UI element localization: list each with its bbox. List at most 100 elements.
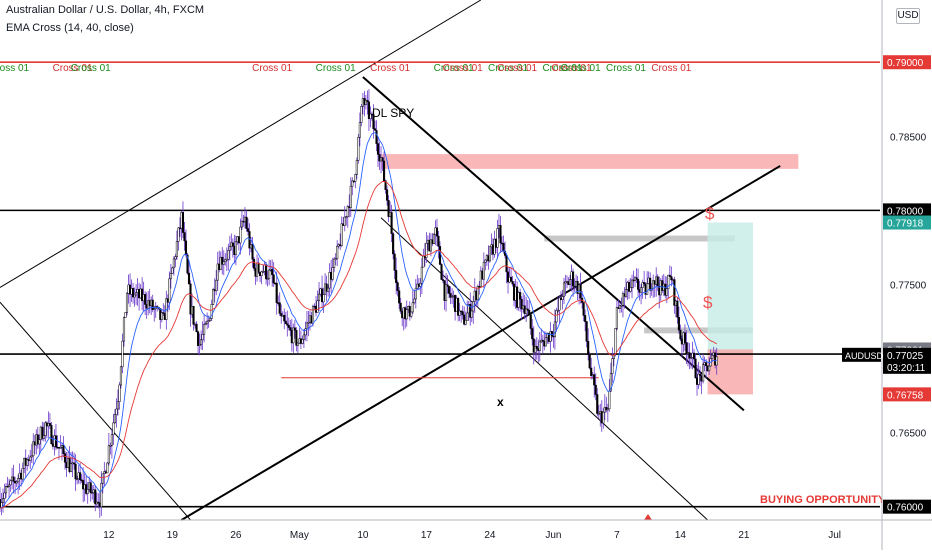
candle-body <box>122 317 126 342</box>
candle-body <box>549 331 552 342</box>
candle-body <box>29 456 32 461</box>
candle-body <box>113 414 116 424</box>
dollar-lower-annotation: $ <box>703 293 713 312</box>
candle-body <box>221 256 224 265</box>
candle-body <box>181 212 185 233</box>
y-tick-label: 0.77500 <box>890 280 927 291</box>
zone-teal-3 <box>707 222 753 355</box>
candle-body <box>410 311 413 317</box>
price-label-box <box>883 55 931 70</box>
candle-body <box>265 264 268 280</box>
candle-body <box>464 320 467 325</box>
y-tick-label: 0.78500 <box>890 132 927 143</box>
candle-body <box>369 113 372 119</box>
candle-body <box>21 467 24 480</box>
price-label-text: 0.76758 <box>887 390 924 401</box>
currency-badge[interactable]: USD <box>896 8 920 24</box>
candle-body <box>174 256 177 260</box>
candle-body <box>240 220 243 228</box>
candle-body <box>667 274 670 290</box>
candle-body <box>177 227 180 242</box>
arrow-up-marker <box>644 514 652 520</box>
candle-body <box>6 485 9 488</box>
x-tick-label: 10 <box>357 530 369 541</box>
candle-body <box>9 480 12 486</box>
candle-body <box>311 305 315 324</box>
x-tick-label: 26 <box>230 530 242 541</box>
candle-body <box>257 262 260 273</box>
candle-body <box>692 352 696 360</box>
x-tick-label: 17 <box>421 530 433 541</box>
candle-body <box>448 286 451 294</box>
candle-body <box>531 328 534 340</box>
candle-body <box>399 302 402 312</box>
candle-body <box>373 128 377 131</box>
candle-body <box>614 328 617 355</box>
x-mark-annotation: x <box>497 395 504 409</box>
candle-body <box>711 355 714 359</box>
candle-body <box>466 312 469 321</box>
candle-body <box>63 453 67 463</box>
candle-body <box>594 384 597 395</box>
x-tick-label: 21 <box>738 530 750 541</box>
candle-body <box>112 422 115 435</box>
candle-body <box>544 337 547 347</box>
price-label-text: 0.76000 <box>887 503 924 514</box>
candle-body <box>532 338 535 353</box>
candle-body <box>59 447 62 449</box>
candle-body <box>354 174 357 182</box>
x-tick-label: 19 <box>167 530 179 541</box>
candle-body <box>429 239 432 252</box>
candle-body <box>390 212 393 234</box>
candle-body <box>115 408 118 415</box>
candle-body <box>641 282 644 288</box>
candle-body <box>210 304 213 319</box>
candle-body <box>187 272 191 285</box>
candle-body <box>558 297 561 311</box>
candle-body <box>630 279 634 288</box>
candle-body <box>195 323 198 332</box>
cross-label-red: Cross 01 <box>370 63 410 74</box>
candle-body <box>437 235 440 247</box>
ema-fast-line <box>0 132 717 509</box>
candle-body <box>413 298 416 304</box>
candle-body <box>168 278 171 303</box>
candle-body <box>331 267 334 280</box>
trendline-thin-0 <box>0 0 482 288</box>
candle-body <box>292 327 295 344</box>
candle-body <box>317 293 321 301</box>
candle-body <box>109 445 112 447</box>
candle-body <box>307 321 310 324</box>
candle-body <box>42 435 45 439</box>
candle-body <box>420 266 423 284</box>
trendline-thin-1 <box>0 301 191 521</box>
candle-body <box>151 299 154 310</box>
candle-body <box>627 282 631 292</box>
cross-label-red: Cross 01 <box>443 63 483 74</box>
candle-body <box>286 323 289 326</box>
candle-body <box>316 300 319 313</box>
candle-body <box>526 308 529 311</box>
candle-body <box>296 342 299 346</box>
candle-body <box>12 476 15 482</box>
ema-slow-line <box>0 180 717 509</box>
x-tick-label: Jun <box>545 530 561 541</box>
indicator-title[interactable]: EMA Cross (14, 40, close) <box>6 22 134 34</box>
candle-body <box>215 279 218 292</box>
candle-body <box>615 307 618 329</box>
candle-body <box>36 434 39 445</box>
candle-body <box>587 340 590 355</box>
candle-body <box>304 328 307 336</box>
cross-label-green: Cross 01 <box>71 63 111 74</box>
candle-body <box>541 339 544 342</box>
candle-body <box>387 200 390 217</box>
candle-body <box>355 160 358 175</box>
candle-body <box>386 189 389 201</box>
candle-body <box>325 283 328 292</box>
candle-body <box>280 313 283 317</box>
candle-body <box>200 339 203 345</box>
candle-body <box>328 271 331 289</box>
candle-body <box>178 227 181 230</box>
candle-body <box>275 282 278 303</box>
